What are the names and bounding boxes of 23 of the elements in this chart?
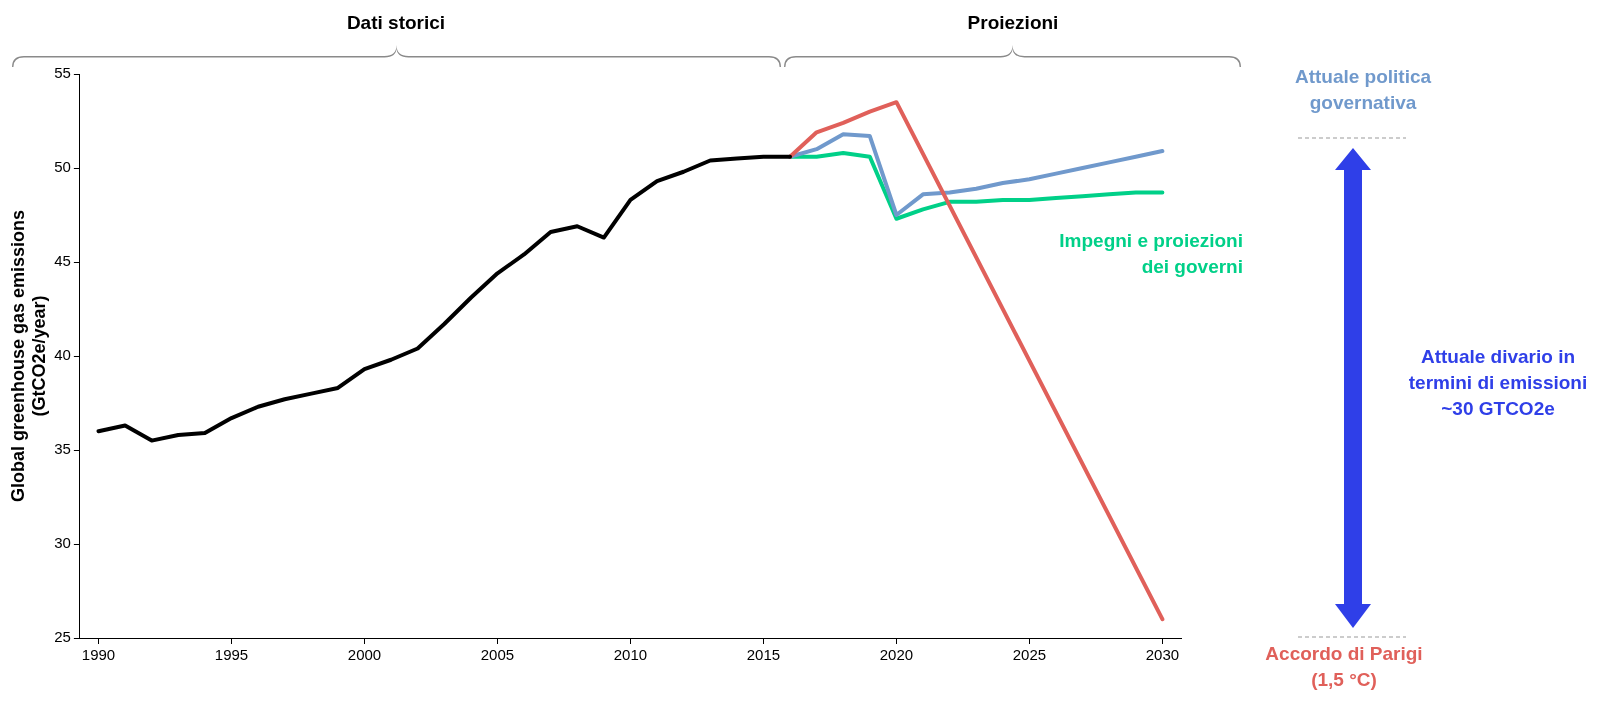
text: Proiezioni — [966, 11, 1060, 35]
y-tick-label: 35 — [54, 440, 71, 458]
x-tick-label: 2025 — [1012, 646, 1047, 664]
series-label: Impegni e proiezioni dei governi — [1058, 229, 1243, 279]
y-tick-label: 45 — [54, 252, 71, 270]
x-tick-label: 1990 — [81, 646, 116, 664]
y-tick-label: 25 — [54, 628, 71, 646]
y-axis-title: Global greenhouse gas emissions (GtCO2e/year) — [7, 209, 50, 503]
y-tick-label: 50 — [54, 158, 71, 176]
text: Attuale divario in termini di emissioni ~30 GTCO2e — [1407, 345, 1589, 421]
y-tick-label: 55 — [54, 64, 71, 82]
y-tick-label: 30 — [54, 534, 71, 552]
y-tick-label: 40 — [54, 346, 71, 364]
text: Attuale politica governativa — [1293, 65, 1433, 115]
x-tick-label: 2030 — [1145, 646, 1180, 664]
x-tick-label: 2010 — [613, 646, 648, 664]
text: Accordo di Parigi (1,5 °C) — [1264, 642, 1424, 692]
x-tick-label: 2020 — [879, 646, 914, 664]
x-tick-label: 1995 — [214, 646, 249, 664]
x-tick-label: 2000 — [347, 646, 382, 664]
x-tick-label: 2005 — [480, 646, 515, 664]
x-tick-label: 2015 — [746, 646, 781, 664]
text: Dati storici — [345, 11, 447, 35]
